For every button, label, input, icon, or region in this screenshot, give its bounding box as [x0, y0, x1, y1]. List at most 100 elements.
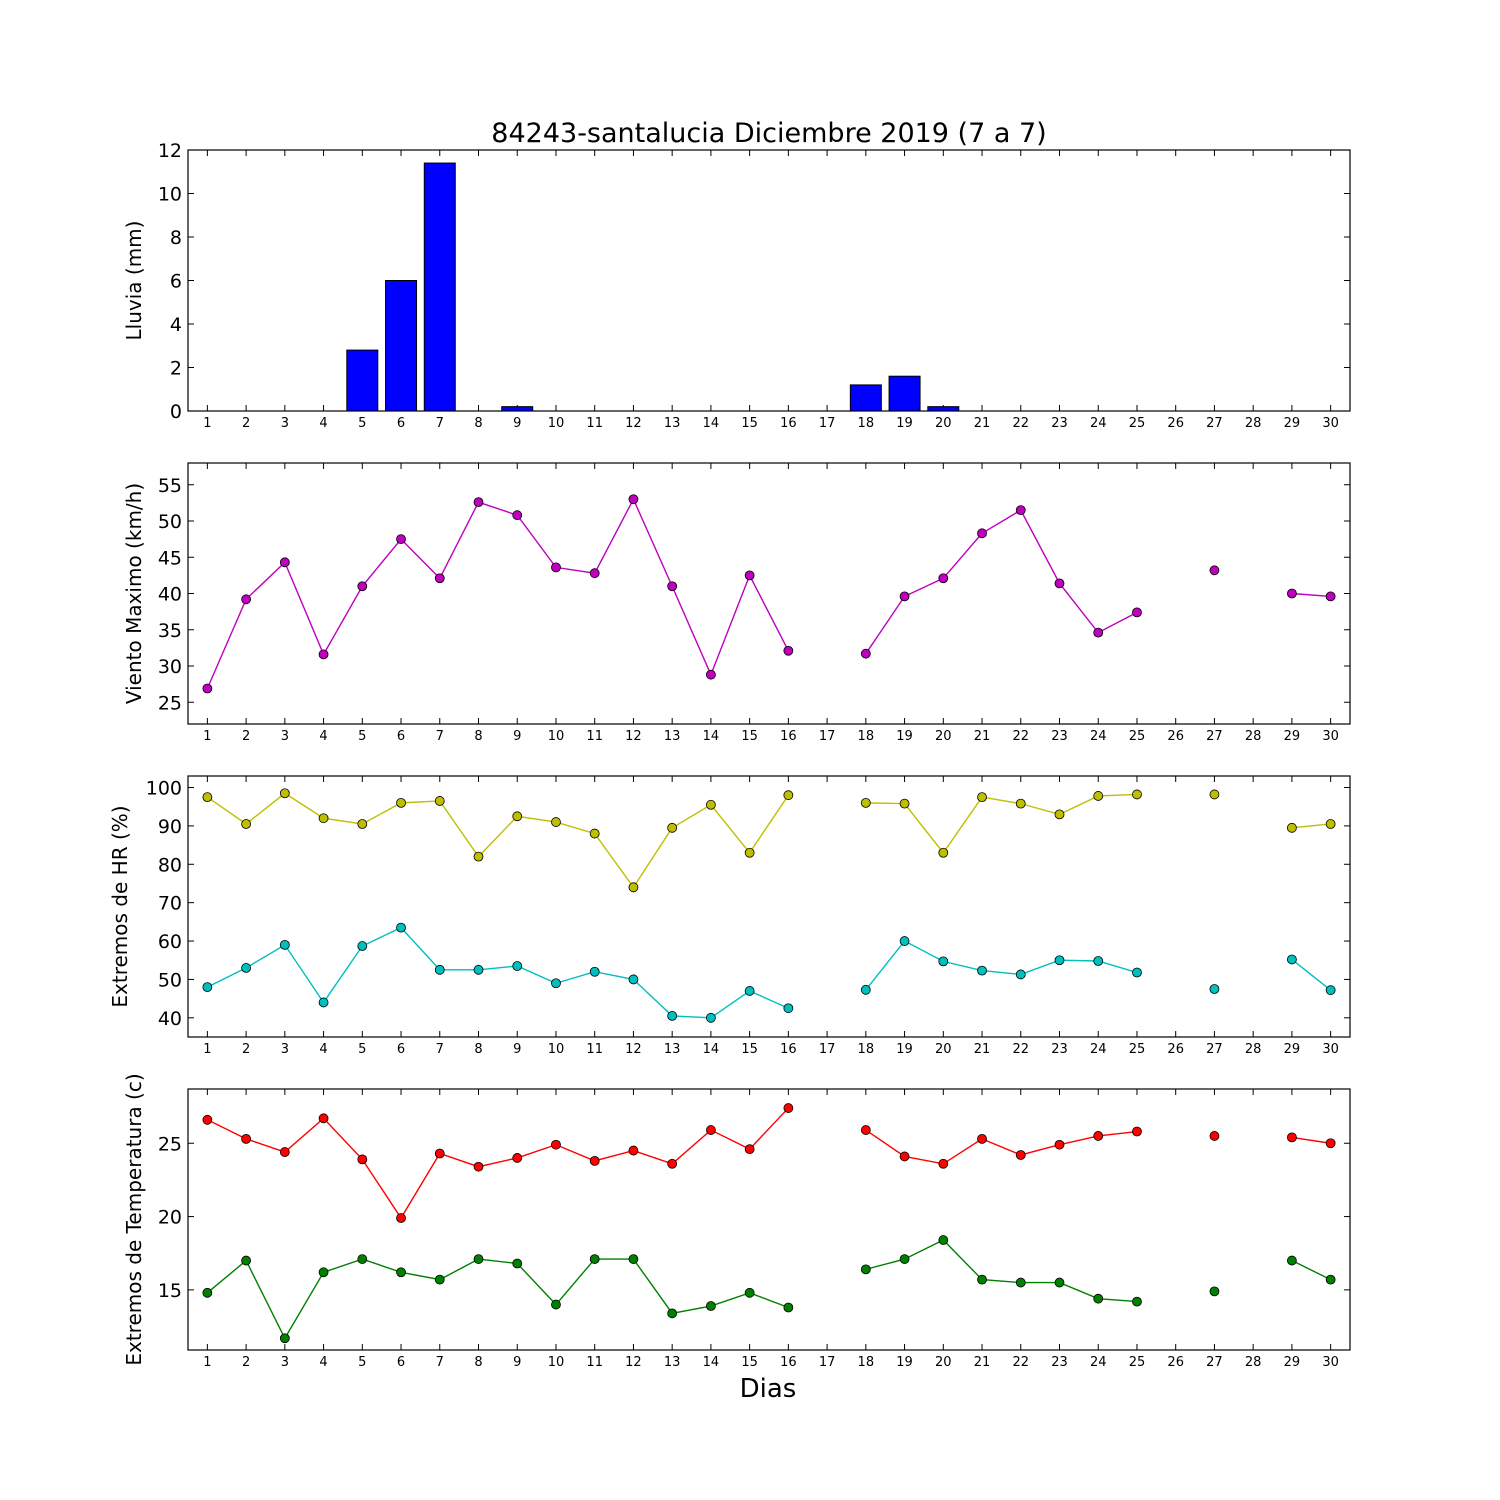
x-tick-label: 5 — [358, 1355, 366, 1370]
series-point — [1209, 565, 1220, 576]
series-point — [899, 798, 910, 809]
x-tick-label: 22 — [1012, 1355, 1029, 1370]
x-tick-label: 28 — [1245, 416, 1262, 431]
series-point — [938, 847, 949, 858]
series-point — [1325, 819, 1336, 829]
y-axis-label: Lluvia (mm) — [122, 221, 146, 341]
series-line — [1291, 1136, 1331, 1144]
series-point — [1287, 1132, 1297, 1143]
plot-frame — [187, 775, 1351, 1038]
series-point — [357, 1254, 368, 1264]
x-tick-label: 6 — [397, 416, 405, 431]
rain-bar — [888, 375, 921, 412]
y-tick-label: 55 — [158, 475, 182, 497]
x-tick-label: 25 — [1129, 729, 1146, 744]
x-tick-label: 6 — [397, 1042, 405, 1057]
x-tick-label: 14 — [703, 729, 720, 744]
x-tick-label: 16 — [780, 1042, 797, 1057]
x-tick-label: 27 — [1206, 1042, 1223, 1057]
x-tick-label: 24 — [1090, 416, 1107, 431]
series-point — [977, 528, 987, 539]
series-point — [1093, 627, 1104, 638]
series-point — [938, 573, 949, 584]
series-point — [783, 790, 794, 801]
series-line — [206, 792, 789, 889]
x-tick-label: 12 — [625, 1042, 642, 1057]
x-tick-label: 30 — [1322, 1042, 1339, 1057]
series-point — [434, 796, 445, 806]
x-tick-label: 16 — [780, 729, 797, 744]
series-point — [1054, 1139, 1065, 1150]
y-tick-label: 2 — [170, 358, 182, 380]
series-point — [628, 494, 639, 505]
series-point — [396, 922, 406, 933]
series-line — [206, 497, 789, 689]
series-line — [206, 1258, 789, 1340]
series-point — [202, 683, 213, 694]
y-tick-label: 50 — [158, 511, 182, 533]
series-point — [628, 1254, 639, 1264]
y-tick-label: 70 — [158, 893, 182, 915]
x-tick-label: 29 — [1284, 416, 1301, 431]
x-tick-label: 14 — [703, 1042, 720, 1057]
x-tick-label: 3 — [281, 1042, 289, 1057]
x-tick-label: 13 — [664, 1042, 681, 1057]
series-point — [706, 1012, 716, 1023]
x-tick-label: 17 — [819, 416, 836, 431]
x-tick-label: 27 — [1206, 1355, 1223, 1370]
y-tick-label: 25 — [158, 1133, 182, 1155]
x-tick-label: 2 — [242, 729, 250, 744]
series-point — [744, 570, 755, 581]
x-tick-label: 11 — [586, 1355, 603, 1370]
series-point — [357, 1154, 368, 1165]
x-tick-label: 1 — [203, 416, 211, 431]
series-point — [357, 941, 368, 951]
x-tick-label: 3 — [281, 416, 289, 431]
x-tick-label: 11 — [586, 1042, 603, 1057]
series-point — [473, 497, 484, 508]
y-axis-label: Extremos de HR (%) — [108, 805, 132, 1007]
series-point — [434, 1148, 445, 1159]
y-tick-label: 15 — [158, 1280, 182, 1302]
series-point — [744, 1144, 755, 1155]
series-point — [396, 797, 406, 808]
series-point — [1093, 1293, 1104, 1304]
series-point — [551, 1139, 561, 1150]
series-point — [744, 986, 755, 996]
x-tick-label: 8 — [474, 729, 482, 744]
series-line — [865, 509, 1138, 655]
series-line — [865, 940, 1138, 991]
series-point — [473, 851, 484, 862]
series-point — [860, 648, 871, 659]
series-point — [279, 939, 290, 950]
series-point — [667, 1010, 678, 1021]
x-tick-label: 5 — [358, 729, 366, 744]
x-tick-label: 17 — [819, 729, 836, 744]
y-tick-label: 45 — [158, 547, 182, 569]
series-point — [628, 974, 639, 985]
y-tick-label: 25 — [158, 692, 182, 714]
series-point — [589, 966, 600, 977]
series-point — [628, 882, 639, 893]
series-point — [1209, 984, 1220, 994]
series-point — [279, 1333, 290, 1344]
x-tick-label: 18 — [858, 1042, 875, 1057]
x-tick-label: 15 — [741, 416, 758, 431]
x-tick-label: 2 — [242, 1042, 250, 1057]
y-tick-label: 50 — [158, 969, 182, 991]
series-point — [318, 1113, 329, 1124]
series-point — [318, 649, 329, 660]
x-tick-label: 20 — [935, 1042, 952, 1057]
series-point — [667, 1158, 678, 1169]
x-tick-label: 18 — [858, 729, 875, 744]
x-tick-label: 2 — [242, 416, 250, 431]
series-point — [744, 1287, 755, 1298]
x-tick-label: 21 — [974, 1042, 991, 1057]
y-tick-label: 12 — [158, 140, 182, 162]
series-point — [551, 1299, 561, 1310]
series-point — [783, 1302, 794, 1313]
series-point — [1054, 1277, 1065, 1288]
x-tick-label: 9 — [513, 729, 521, 744]
x-tick-label: 20 — [935, 416, 952, 431]
series-line — [865, 1129, 1138, 1165]
